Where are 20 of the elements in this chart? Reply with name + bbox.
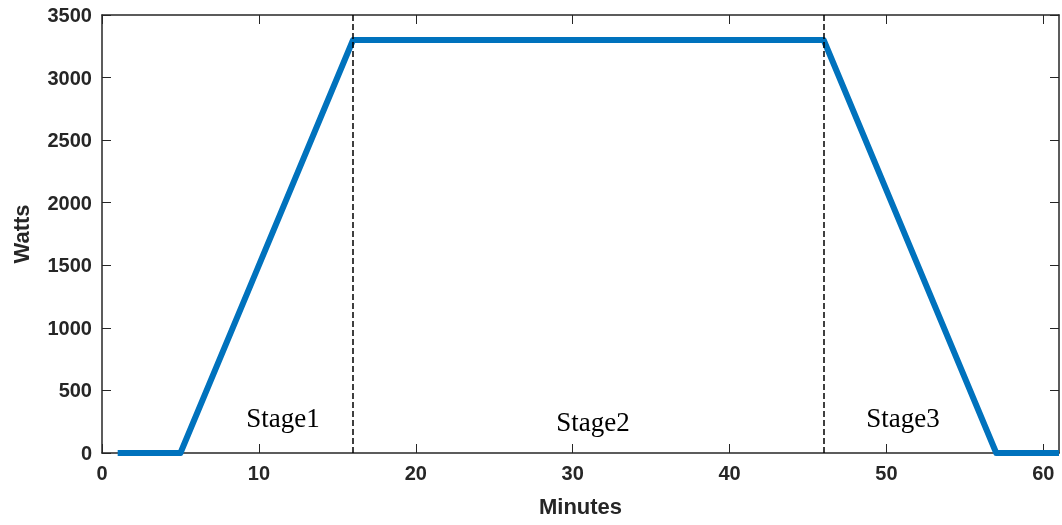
annotation: Stage2 xyxy=(556,407,630,437)
x-tick-label: 10 xyxy=(247,462,271,484)
x-tick-label: 50 xyxy=(875,462,898,484)
y-tick-label: 2500 xyxy=(47,129,92,152)
x-tick-label: 40 xyxy=(718,462,741,484)
x-axis-title: Minutes xyxy=(538,493,623,519)
y-tick-label: 0 xyxy=(80,442,92,464)
annotation: Stage1 xyxy=(246,403,320,433)
x-tick-label: 20 xyxy=(404,462,427,484)
x-tick-label: 60 xyxy=(1032,462,1055,484)
y-axis-title: Watts xyxy=(8,204,34,264)
y-tick-label: 3500 xyxy=(47,4,92,26)
y-tick-label: 2000 xyxy=(47,191,92,214)
y-tick-label: 500 xyxy=(58,379,92,402)
y-tick-label: 3000 xyxy=(47,66,92,89)
y-tick-label: 1500 xyxy=(47,254,92,277)
x-tick-label: 0 xyxy=(96,462,108,484)
annotation: Stage3 xyxy=(866,403,940,433)
x-tick-label: 30 xyxy=(561,462,584,484)
y-tick-label: 1000 xyxy=(47,316,92,339)
